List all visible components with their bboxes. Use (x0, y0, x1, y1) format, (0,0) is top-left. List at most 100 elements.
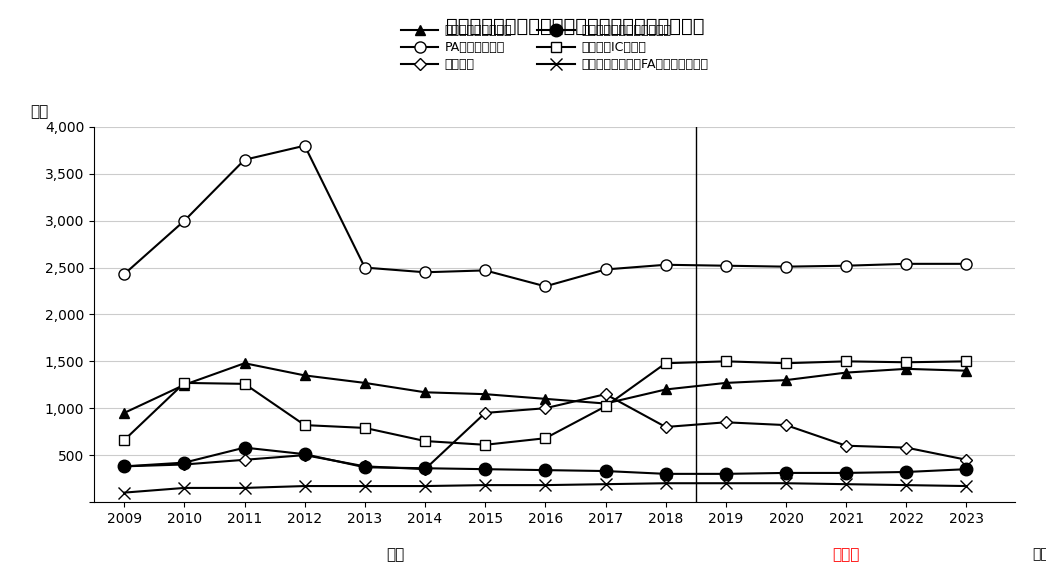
電力量計 (779, 422, 792, 429)
環境計測器、放射線計測器 (779, 470, 792, 477)
電子応用計測器、FA用計測制御機器 (599, 481, 612, 488)
電子応用計測器、FA用計測制御機器 (418, 482, 431, 489)
半導体・IC測定器 (118, 437, 131, 444)
半導体・IC測定器 (238, 380, 251, 387)
電気測定器（一般） (479, 391, 492, 398)
半導体・IC測定器 (659, 360, 672, 367)
電子応用計測器、FA用計測制御機器 (900, 482, 912, 489)
環境計測器、放射線計測器 (418, 465, 431, 472)
Text: 実績: 実績 (386, 547, 404, 562)
PA計測制御機器 (779, 263, 792, 270)
電力量計 (479, 410, 492, 417)
電気測定器（一般） (900, 365, 912, 372)
PA計測制御機器 (720, 262, 732, 269)
PA計測制御機器 (298, 143, 311, 149)
PA計測制御機器 (960, 260, 973, 267)
半導体・IC測定器 (960, 358, 973, 365)
電力量計 (238, 456, 251, 463)
電子応用計測器、FA用計測制御機器 (779, 480, 792, 487)
PA計測制御機器 (178, 218, 190, 224)
PA計測制御機器 (539, 283, 551, 290)
電子応用計測器、FA用計測制御機器 (359, 482, 371, 489)
半導体・IC測定器 (840, 358, 852, 365)
半導体・IC測定器 (479, 441, 492, 448)
Legend: 電気測定器（一般）, PA計測制御機器, 電力量計, 環境計測器、放射線計測器, 半導体・IC測定器, 電子応用計測器、FA用計測制御機器: 電気測定器（一般）, PA計測制御機器, 電力量計, 環境計測器、放射線計測器,… (397, 21, 711, 74)
Line: 環境計測器、放射線計測器: 環境計測器、放射線計測器 (118, 441, 973, 480)
Line: 電力量計: 電力量計 (120, 390, 971, 473)
電気測定器（一般） (599, 400, 612, 407)
環境計測器、放射線計測器 (178, 459, 190, 466)
電子応用計測器、FA用計測制御機器 (840, 481, 852, 488)
PA計測制御機器 (599, 266, 612, 273)
電気測定器（一般） (840, 369, 852, 376)
Text: 電気計測器（製品群別）の需要見通し（売上額）: 電気計測器（製品群別）の需要見通し（売上額） (446, 17, 705, 36)
電気測定器（一般） (960, 368, 973, 374)
環境計測器、放射線計測器 (720, 470, 732, 477)
環境計測器、放射線計測器 (298, 451, 311, 458)
Line: 電子応用計測器、FA用計測制御機器: 電子応用計測器、FA用計測制御機器 (118, 478, 972, 498)
半導体・IC測定器 (720, 358, 732, 365)
電子応用計測器、FA用計測制御機器 (479, 482, 492, 489)
半導体・IC測定器 (599, 403, 612, 410)
PA計測制御機器 (238, 156, 251, 163)
電気測定器（一般） (720, 380, 732, 387)
電力量計 (960, 456, 973, 463)
環境計測器、放射線計測器 (238, 444, 251, 451)
電子応用計測器、FA用計測制御機器 (118, 489, 131, 496)
電気測定器（一般） (298, 372, 311, 379)
電子応用計測器、FA用計測制御機器 (960, 482, 973, 489)
電力量計 (720, 419, 732, 426)
電力量計 (118, 463, 131, 470)
半導体・IC測定器 (298, 422, 311, 429)
電子応用計測器、FA用計測制御機器 (178, 485, 190, 492)
Text: 見通し: 見通し (833, 547, 860, 562)
Text: 年度: 年度 (1032, 547, 1046, 561)
PA計測制御機器 (418, 269, 431, 276)
電気測定器（一般） (359, 380, 371, 387)
電力量計 (599, 391, 612, 398)
Line: 半導体・IC測定器: 半導体・IC測定器 (119, 357, 972, 449)
半導体・IC測定器 (418, 437, 431, 444)
電子応用計測器、FA用計測制御機器 (539, 482, 551, 489)
PA計測制御機器 (659, 261, 672, 268)
半導体・IC測定器 (779, 360, 792, 367)
PA計測制御機器 (840, 262, 852, 269)
半導体・IC測定器 (178, 380, 190, 387)
電子応用計測器、FA用計測制御機器 (238, 485, 251, 492)
電力量計 (178, 461, 190, 468)
PA計測制御機器 (900, 260, 912, 267)
電力量計 (298, 452, 311, 459)
環境計測器、放射線計測器 (659, 470, 672, 477)
電気測定器（一般） (418, 389, 431, 396)
環境計測器、放射線計測器 (900, 469, 912, 475)
PA計測制御機器 (479, 267, 492, 274)
環境計測器、放射線計測器 (359, 464, 371, 471)
電力量計 (539, 405, 551, 412)
PA計測制御機器 (118, 271, 131, 278)
電力量計 (840, 442, 852, 449)
電気測定器（一般） (779, 377, 792, 384)
半導体・IC測定器 (539, 435, 551, 442)
半導体・IC測定器 (900, 359, 912, 366)
環境計測器、放射線計測器 (599, 467, 612, 474)
電気測定器（一般） (118, 410, 131, 417)
環境計測器、放射線計測器 (479, 466, 492, 473)
電気測定器（一般） (659, 386, 672, 393)
電気測定器（一般） (539, 395, 551, 402)
電力量計 (418, 466, 431, 473)
半導体・IC測定器 (359, 425, 371, 432)
電子応用計測器、FA用計測制御機器 (720, 480, 732, 487)
電子応用計測器、FA用計測制御機器 (298, 482, 311, 489)
Line: PA計測制御機器: PA計測制御機器 (118, 140, 972, 292)
電気測定器（一般） (238, 360, 251, 367)
電気測定器（一般） (178, 381, 190, 388)
環境計測器、放射線計測器 (840, 470, 852, 477)
環境計測器、放射線計測器 (960, 466, 973, 473)
電力量計 (900, 444, 912, 451)
Y-axis label: 億円: 億円 (29, 104, 48, 119)
PA計測制御機器 (359, 264, 371, 271)
環境計測器、放射線計測器 (539, 467, 551, 474)
電力量計 (659, 424, 672, 430)
環境計測器、放射線計測器 (118, 463, 131, 470)
電力量計 (359, 463, 371, 470)
